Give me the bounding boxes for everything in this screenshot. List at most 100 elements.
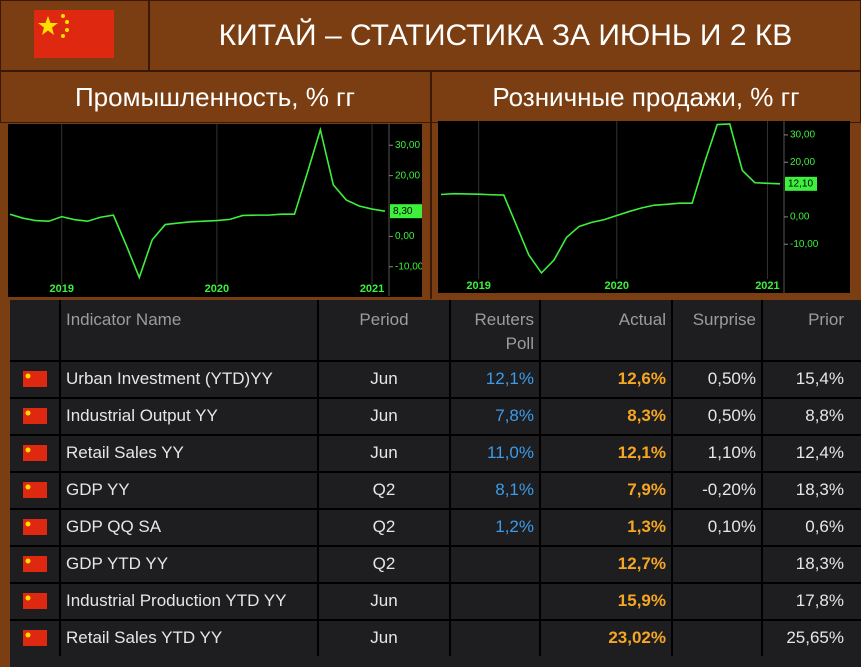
x-tick-label: 2020 <box>205 283 229 295</box>
x-tick-label: 2021 <box>360 283 384 295</box>
table-cell: 8,3% <box>627 405 666 425</box>
chart: 2019 2020 2021 30,00 20,00 0,00 -10,00 8,30 <box>8 124 422 297</box>
separator <box>10 545 861 547</box>
y-tick-label: 30,00 <box>395 140 420 151</box>
table-cell: 1,3% <box>627 516 666 536</box>
value-label: 8,30 <box>393 206 413 217</box>
row-flag <box>23 630 47 646</box>
row-flag <box>23 371 47 387</box>
table-cell: 12,7% <box>617 553 666 573</box>
separator <box>59 300 61 656</box>
y-tick-label: 20,00 <box>395 170 420 181</box>
column-header: Surprise <box>692 310 756 329</box>
row-flag <box>23 556 47 572</box>
table-cell: Jun <box>370 627 398 647</box>
table-cell: 0,50% <box>707 405 756 425</box>
x-tick-label: 2019 <box>49 283 73 295</box>
separator <box>761 300 763 656</box>
table-cell: 7,8% <box>495 405 534 425</box>
table-cell: Jun <box>370 368 398 388</box>
table-cell: 17,8% <box>795 590 844 610</box>
table-cell: 12,6% <box>617 368 666 388</box>
table-cell: 11,0% <box>487 442 534 462</box>
table-cell: 0,10% <box>707 516 756 536</box>
table-cell: Industrial Production YTD YY <box>66 590 287 610</box>
separator <box>10 397 861 399</box>
separator <box>317 300 319 656</box>
column-header: Period <box>359 310 409 329</box>
table-cell: Q2 <box>372 553 396 573</box>
table-cell: 7,9% <box>627 479 666 499</box>
table: Indicator Name Period Reuters Poll Actual Su… <box>10 300 861 667</box>
table-cell: 23,02% <box>608 627 666 647</box>
table-cell: Q2 <box>372 516 396 536</box>
y-tick-label: 30,00 <box>790 130 815 141</box>
y-tick-label: 0,00 <box>395 231 415 242</box>
row-flag <box>23 593 47 609</box>
table-cell: Jun <box>370 405 398 425</box>
separator <box>671 300 673 656</box>
table-cell: GDP YY <box>66 479 130 499</box>
table-cell: Jun <box>370 442 398 462</box>
table-cell: 15,9% <box>617 590 666 610</box>
column-header: Indicator Name <box>66 310 182 329</box>
separator <box>10 619 861 621</box>
x-tick-label: 2020 <box>605 280 629 292</box>
chart: 2019 2020 2021 30,00 20,00 0,00 -10,00 12,10 <box>438 121 850 293</box>
separator <box>10 582 861 584</box>
table-cell: 0,50% <box>707 368 756 388</box>
table-cell: 12,1% <box>617 442 666 462</box>
separator <box>10 471 861 473</box>
table-cell: 8,8% <box>805 405 844 425</box>
data-line <box>9 126 386 280</box>
row-flag <box>23 408 47 424</box>
row-flag <box>23 519 47 535</box>
data-line <box>440 123 781 275</box>
y-tick-label: -10,00 <box>790 239 819 250</box>
separator <box>10 434 861 436</box>
x-tick-label: 2021 <box>755 280 779 292</box>
separator <box>10 360 861 362</box>
separator <box>449 300 451 656</box>
row-flag <box>23 482 47 498</box>
value-label-box <box>785 176 817 191</box>
table-cell: 12,1% <box>485 368 534 388</box>
flag <box>34 10 114 58</box>
table-cell: Retail Sales YTD YY <box>66 627 223 647</box>
table-cell: GDP YTD YY <box>66 553 169 573</box>
y-tick-label: -10,00 <box>395 261 422 272</box>
table-cell: 0,6% <box>805 516 844 536</box>
title: КИТАЙ – СТАТИСТИКА ЗА ИЮНЬ И 2 КВ <box>218 19 793 52</box>
x-tick-label: 2019 <box>466 280 490 292</box>
chart-title: Промышленность, % гг <box>74 82 356 112</box>
value-label-box <box>390 204 422 219</box>
table-cell: -0,20% <box>702 479 756 499</box>
table-cell: 18,3% <box>795 479 844 499</box>
y-tick-label: 0,00 <box>790 212 810 223</box>
divider <box>430 71 432 299</box>
chart-title: Розничные продажи, % гг <box>492 82 800 112</box>
divider <box>148 0 150 70</box>
table-cell: Urban Investment (YTD)YY <box>66 368 273 388</box>
table-cell: Q2 <box>372 479 396 499</box>
table-cell: 12,4% <box>795 442 844 462</box>
table-cell: 8,1% <box>495 479 534 499</box>
table-cell: 18,3% <box>795 553 844 573</box>
table-cell: GDP QQ SA <box>66 516 162 536</box>
column-header: Actual <box>618 310 666 329</box>
table-cell: 1,2% <box>495 516 534 536</box>
table-cell: 1,10% <box>707 442 756 462</box>
table-cell: Retail Sales YY <box>66 442 184 462</box>
row-flag <box>23 445 47 461</box>
table-cell: 15,4% <box>795 368 844 388</box>
column-header: Reuters Poll <box>474 310 534 353</box>
separator <box>10 508 861 510</box>
table-cell: Industrial Output YY <box>66 405 218 425</box>
column-header: Prior <box>808 310 844 329</box>
value-label: 12,10 <box>788 178 813 189</box>
y-tick-label: 20,00 <box>790 157 815 168</box>
table-cell: Jun <box>370 590 398 610</box>
table-cell: 25,65% <box>786 627 844 647</box>
separator <box>539 300 541 656</box>
